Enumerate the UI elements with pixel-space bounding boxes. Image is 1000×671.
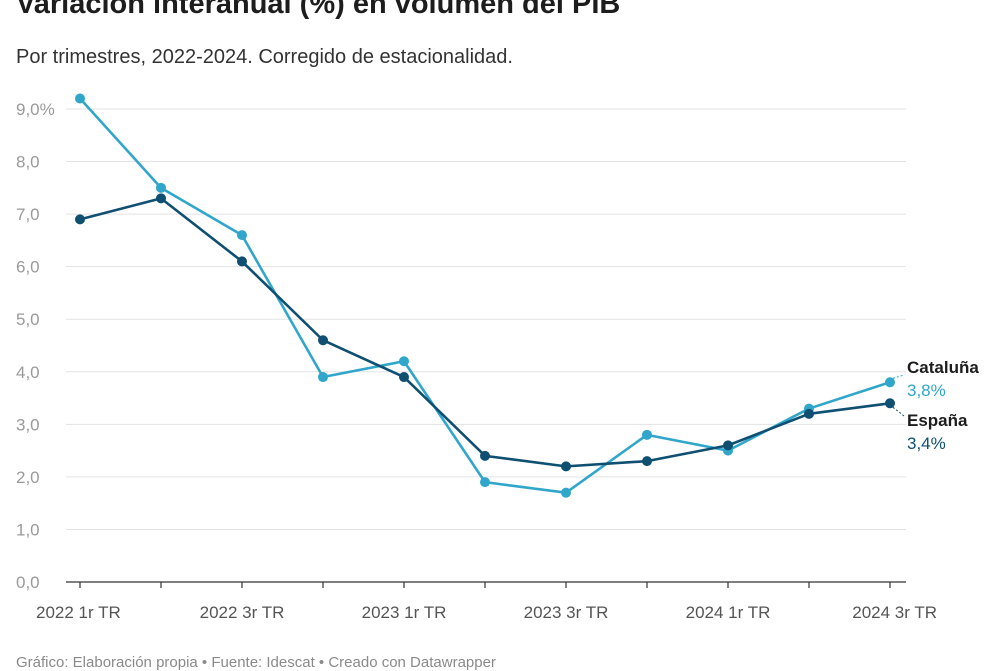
data-point-cataluna: [156, 182, 166, 193]
data-point-cataluna: [399, 356, 409, 367]
x-tick-label: 2022 1r TR: [36, 603, 121, 622]
series-line-espana: [79, 197, 891, 468]
label-leader-espana: [892, 406, 905, 417]
data-point-espana: [75, 214, 85, 225]
x-tick-label: 2024 3r TR: [852, 603, 937, 622]
data-point-cataluna: [561, 487, 571, 498]
chart-title: Variación interanual (%) en volumen del …: [16, 0, 621, 20]
series-label-espana: España: [907, 411, 968, 430]
y-tick-label: 2,0: [16, 468, 40, 487]
data-point-espana: [318, 335, 328, 346]
data-point-espana: [804, 408, 814, 419]
data-point-espana: [156, 193, 166, 204]
series-line-cataluna: [79, 97, 891, 494]
data-point-espana: [399, 372, 409, 383]
x-tick-label: 2022 3r TR: [200, 603, 285, 622]
data-point-cataluna: [75, 93, 85, 104]
y-tick-label: 3,0: [16, 415, 40, 434]
y-tick-label: 0,0: [16, 573, 40, 592]
y-tick-label: 9,0%: [16, 100, 55, 119]
data-point-cataluna: [642, 429, 652, 440]
data-point-cataluna: [318, 372, 328, 383]
data-point-espana: [237, 256, 247, 267]
chart-subtitle: Por trimestres, 2022-2024. Corregido de …: [16, 46, 513, 68]
label-leader-cataluna: [892, 374, 905, 379]
y-tick-label: 8,0: [16, 153, 40, 172]
series-value-espana: 3,4%: [907, 434, 946, 453]
data-point-espana: [723, 440, 733, 451]
x-tick-label: 2024 1r TR: [686, 603, 771, 622]
data-point-espana: [885, 398, 895, 409]
data-point-espana: [480, 450, 490, 461]
y-tick-label: 1,0: [16, 520, 40, 539]
series-label-cataluna: Cataluña: [907, 358, 979, 377]
data-point-espana: [642, 456, 652, 467]
data-point-cataluna: [237, 230, 247, 241]
x-tick-label: 2023 1r TR: [362, 603, 447, 622]
x-tick-label: 2023 3r TR: [524, 603, 609, 622]
y-tick-label: 6,0: [16, 258, 40, 277]
series-value-cataluna: 3,8%: [907, 381, 946, 400]
data-point-cataluna: [480, 477, 490, 488]
data-point-cataluna: [885, 377, 895, 388]
y-tick-label: 7,0: [16, 205, 40, 224]
y-tick-label: 4,0: [16, 363, 40, 382]
y-tick-label: 5,0: [16, 310, 40, 329]
data-point-espana: [561, 461, 571, 472]
chart-footer: Gráfico: Elaboración propia • Fuente: Id…: [16, 654, 496, 671]
